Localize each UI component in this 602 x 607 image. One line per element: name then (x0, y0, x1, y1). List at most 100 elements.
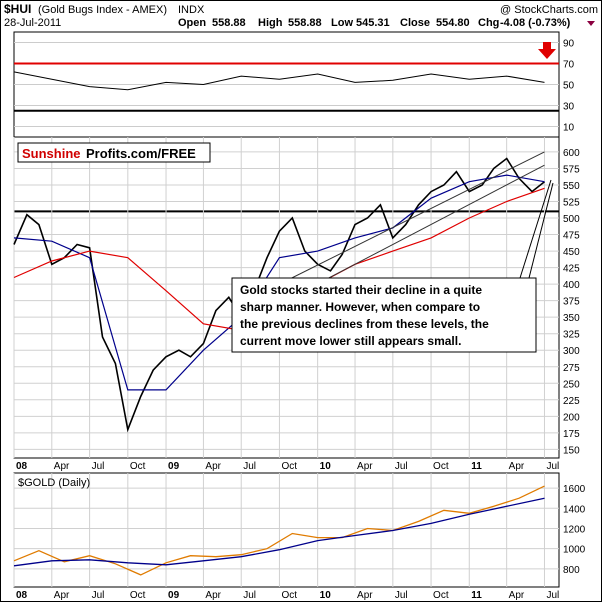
watermark: @ StockCharts.com (500, 4, 598, 16)
price-x-tick-label: 10 (320, 461, 332, 472)
gold-panel-label: $GOLD (Daily) (18, 477, 90, 489)
rsi-tick-label: 70 (563, 60, 575, 71)
rsi-tick-label: 30 (563, 102, 575, 113)
gold-x-tick-label: Oct (281, 590, 297, 601)
price-x-tick-label: Apr (54, 461, 70, 472)
annotation-line-1: Gold stocks started their decline in a q… (240, 283, 482, 297)
open-value: 558.88 (212, 17, 246, 29)
price-tick-label: 375 (563, 297, 580, 308)
price-x-tick-label: Oct (281, 461, 297, 472)
price-x-tick-label: Apr (205, 461, 221, 472)
gold-x-tick-label: Jul (546, 590, 559, 601)
price-tick-label: 325 (563, 330, 580, 341)
price-x-tick-label: Jul (92, 461, 105, 472)
gold-x-tick-label: Oct (433, 590, 449, 601)
down-triangle-icon (587, 21, 595, 26)
close-label: Close (400, 17, 430, 29)
hui-price-line (13, 157, 545, 433)
gold-grid: 1600 1400 1200 1000 800 (13, 473, 586, 587)
price-tick-label: 250 (563, 379, 580, 390)
gold-tick-label: 1600 (563, 484, 586, 495)
price-x-tick-label: Oct (130, 461, 146, 472)
price-tick-label: 550 (563, 181, 580, 192)
price-tick-label: 425 (563, 264, 580, 275)
price-tick-label: 525 (563, 197, 580, 208)
gold-ma-line (13, 497, 545, 567)
gold-x-tick-label: 09 (168, 590, 180, 601)
price-x-axis: 08 Apr Jul Oct 09 Apr Jul Oct 10 Apr Jul Oct 11 Apr Ju… (16, 461, 559, 472)
index-name: (Gold Bugs Index - AMEX) (38, 4, 167, 16)
price-x-tick-label: Oct (433, 461, 449, 472)
gold-price-line (13, 485, 545, 576)
high-value: 558.88 (288, 17, 322, 29)
price-tick-label: 275 (563, 363, 580, 374)
hui-short-ma-line (13, 174, 545, 391)
rsi-tick-label: 10 (563, 123, 575, 134)
logo-sunshine: Sunshine (22, 146, 81, 161)
rsi-tick-label: 50 (563, 81, 575, 92)
price-tick-label: 600 (563, 148, 580, 159)
low-value: 545.31 (356, 17, 390, 29)
rsi-tick-label: 90 (563, 39, 575, 50)
price-x-tick-label: Apr (509, 461, 525, 472)
close-value: 554.80 (436, 17, 470, 29)
gold-panel (13, 472, 560, 588)
open-label: Open (178, 17, 206, 29)
price-x-tick-label: 08 (16, 461, 28, 472)
gold-x-axis: 08 Apr Jul Oct 09 Apr Jul Oct 10 Apr Jul Oct 11 Apr Ju… (16, 590, 559, 601)
rsi-grid: 90 70 50 30 10 (14, 39, 575, 134)
price-tick-label: 200 (563, 412, 580, 423)
price-x-tick-label: Jul (395, 461, 408, 472)
trend-line (279, 151, 545, 285)
gold-x-tick-label: Jul (395, 590, 408, 601)
annotation-box (231, 277, 537, 353)
gold-x-tick-label: Apr (54, 590, 70, 601)
gold-x-tick-label: Apr (205, 590, 221, 601)
gold-series (13, 485, 545, 576)
gold-x-tick-label: Jul (243, 590, 256, 601)
gold-x-tick-label: Jul (92, 590, 105, 601)
chg-label: Chg (478, 17, 499, 29)
rsi-line (13, 71, 545, 91)
red-down-arrow-icon (538, 42, 556, 59)
price-tick-label: 350 (563, 313, 580, 324)
price-tick-label: 575 (563, 164, 580, 175)
exchange: INDX (178, 4, 205, 16)
price-tick-label: 450 (563, 247, 580, 258)
gold-tick-label: 800 (563, 565, 580, 576)
annotation-line-3: the previous declines from these levels,… (240, 317, 489, 331)
annotation-pointer-1 (519, 179, 552, 279)
price-tick-label: 475 (563, 231, 580, 242)
price-tick-label: 400 (563, 280, 580, 291)
gold-x-tick-label: Apr (357, 590, 373, 601)
annotation-pointer-2 (528, 182, 554, 279)
logo-profits: Profits.com/FREE (86, 146, 196, 161)
price-tick-label: 175 (563, 429, 580, 440)
high-label: High (258, 17, 283, 29)
rsi-series (13, 71, 545, 91)
gold-x-tick-label: 11 (471, 590, 482, 601)
gold-tick-label: 1400 (563, 504, 586, 515)
price-x-tick-label: Jul (546, 461, 559, 472)
gold-tick-label: 1000 (563, 545, 586, 556)
price-x-tick-label: 11 (471, 461, 482, 472)
price-x-tick-label: 09 (168, 461, 180, 472)
price-tick-label: 150 (563, 445, 580, 456)
gold-x-tick-label: 10 (320, 590, 332, 601)
price-tick-label: 300 (563, 346, 580, 357)
chart-date: 28-Jul-2011 (4, 17, 61, 29)
logo-box (17, 142, 211, 163)
annotation-line-4: current move lower still appears small. (240, 334, 461, 348)
gold-tick-label: 1200 (563, 524, 586, 535)
chg-value: -4.08 (-0.73%) (500, 17, 571, 29)
price-x-tick-label: Jul (243, 461, 256, 472)
gold-x-tick-label: Apr (509, 590, 525, 601)
gold-x-tick-label: Oct (130, 590, 146, 601)
annotation-line-2: sharp manner. However, when compare to (240, 300, 480, 314)
price-tick-label: 500 (563, 214, 580, 225)
price-x-tick-label: Apr (357, 461, 373, 472)
gold-x-tick-label: 08 (16, 590, 28, 601)
price-tick-label: 225 (563, 396, 580, 407)
